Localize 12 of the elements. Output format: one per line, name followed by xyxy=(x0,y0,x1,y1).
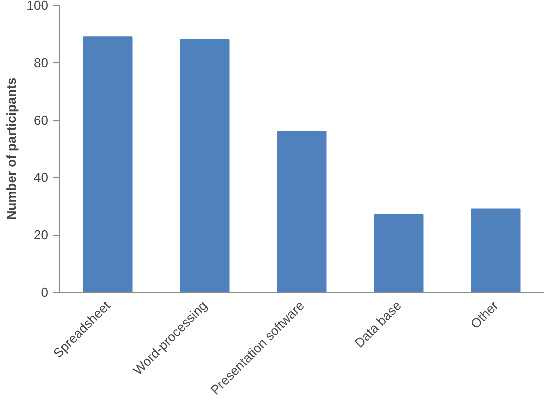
bar xyxy=(83,36,133,292)
y-tick-label: 40 xyxy=(34,170,49,186)
y-tick-label: 0 xyxy=(41,285,49,300)
y-tick-label: 20 xyxy=(34,228,49,243)
bar xyxy=(180,39,230,292)
bar xyxy=(277,131,327,292)
bar xyxy=(374,214,424,292)
y-tick-label: 60 xyxy=(34,112,49,128)
y-tick-label: 100 xyxy=(26,0,49,13)
y-tick-label: 80 xyxy=(34,55,49,70)
bar xyxy=(471,208,521,292)
y-axis-title: Number of participants xyxy=(4,78,19,220)
